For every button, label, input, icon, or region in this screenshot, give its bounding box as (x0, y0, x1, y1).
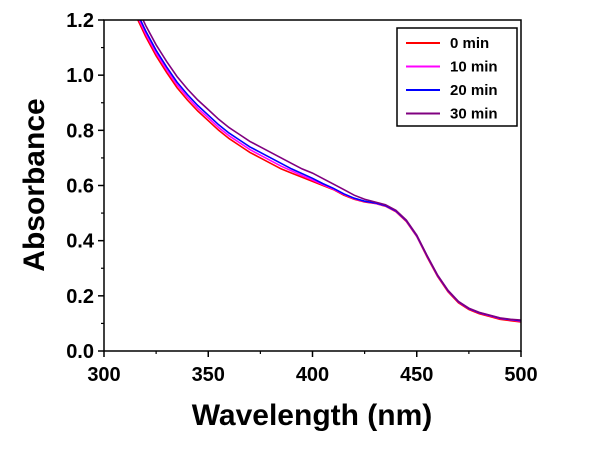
series-line-4 (142, 20, 521, 321)
legend-label-2: 10 min (450, 59, 498, 76)
ticks-layer: 300 350 400 450 500 0.0 0.2 0.4 0.6 0.8 1.0 1.2 (66, 10, 538, 386)
x-axis-title: Wavelength (nm) (192, 399, 433, 432)
x-tick-label: 500 (504, 364, 537, 386)
x-tick-label: 450 (400, 364, 433, 386)
y-tick-label: 1.2 (66, 10, 94, 32)
x-tick-label: 350 (192, 364, 225, 386)
y-tick-label: 0.0 (66, 341, 94, 363)
y-tick-label: 0.6 (66, 176, 94, 198)
x-tick-label: 300 (87, 364, 120, 386)
legend: 0 min 10 min 20 min 30 min (396, 27, 518, 127)
series-layer (137, 20, 521, 323)
y-tick-label: 0.4 (66, 231, 95, 253)
x-tick-label: 400 (296, 364, 329, 386)
legend-label-4: 30 min (450, 106, 498, 123)
legend-box (396, 27, 518, 127)
legend-label-1: 0 min (450, 35, 489, 52)
y-tick-label: 0.8 (66, 120, 94, 142)
legend-label-3: 20 min (450, 82, 498, 99)
y-tick-label: 0.2 (66, 286, 94, 308)
y-tick-label: 1.0 (66, 65, 94, 87)
y-axis-title: Absorbance (18, 98, 51, 271)
